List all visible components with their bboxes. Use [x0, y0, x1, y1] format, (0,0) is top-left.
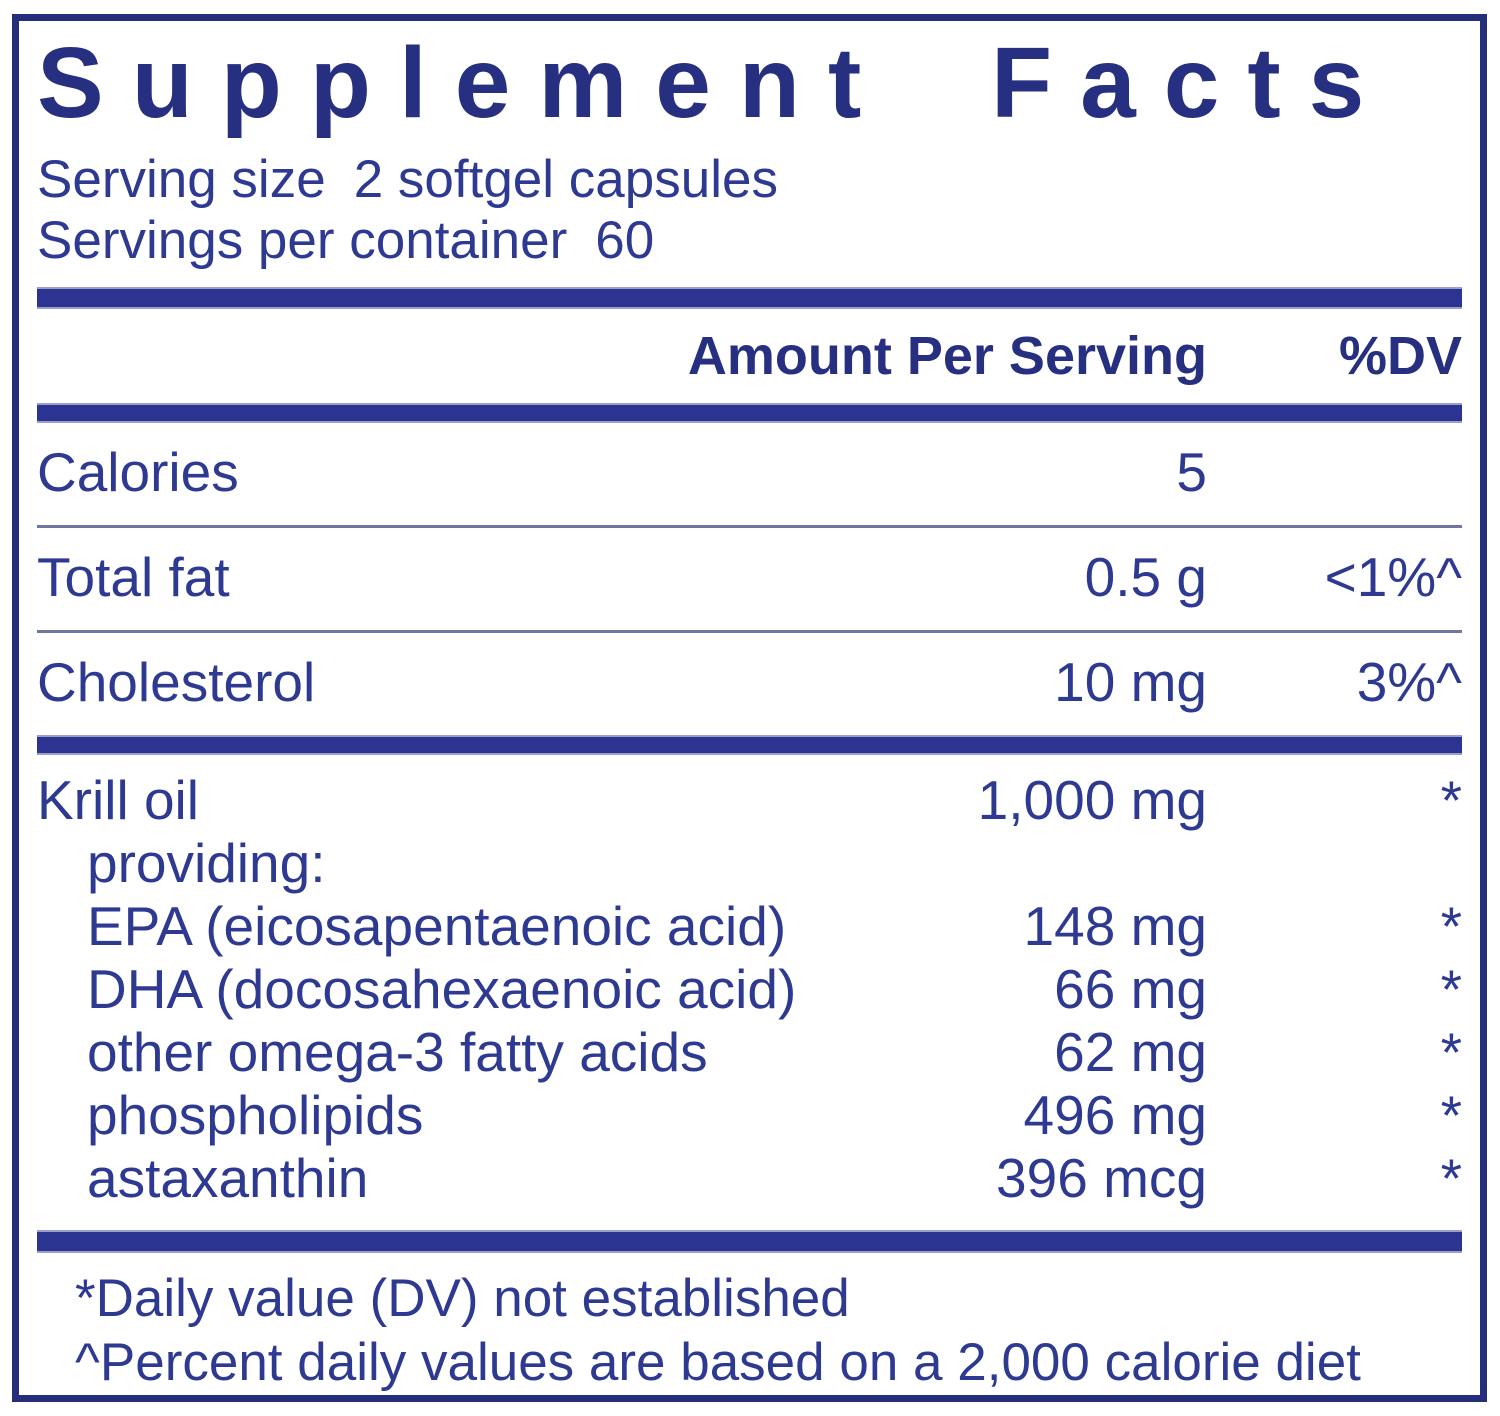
table-row-cholesterol: Cholesterol 10 mg 3%^ — [37, 630, 1462, 735]
row-name: phospholipids — [87, 1083, 424, 1146]
divider-bar-bottom — [37, 1229, 1462, 1253]
serving-size-line: Serving size 2 softgel capsules — [37, 149, 1462, 210]
table-row-krill-oil: Krill oil 1,000 mg * — [37, 769, 1462, 832]
row-dv: <1%^ — [1324, 546, 1462, 609]
row-name: providing: — [87, 831, 326, 894]
row-amount: 396 mcg — [996, 1146, 1207, 1209]
row-dv: * — [1440, 768, 1462, 831]
serving-info: Serving size 2 softgel capsules Servings … — [37, 149, 1462, 271]
krill-oil-section: Krill oil 1,000 mg * providing: EPA (eic… — [37, 755, 1462, 1210]
row-name: Krill oil — [37, 768, 199, 831]
row-amount: 0.5 g — [1084, 546, 1207, 609]
divider-bar-top — [37, 287, 1462, 309]
row-amount: 148 mg — [1023, 894, 1207, 957]
row-dv: * — [1440, 894, 1462, 957]
row-name: Cholesterol — [37, 651, 316, 714]
footnote-dv-not-established: *Daily value (DV) not established — [75, 1269, 850, 1328]
table-row-dha: DHA (docosahexaenoic acid) 66 mg * — [37, 958, 1462, 1021]
servings-per-container-label: Servings per container — [37, 211, 568, 270]
row-amount: 66 mg — [1054, 957, 1207, 1020]
panel-title: Supplement Facts — [37, 27, 1393, 139]
footnotes: *Daily value (DV) not established ^Perce… — [37, 1267, 1462, 1395]
row-amount: 62 mg — [1054, 1020, 1207, 1083]
row-amount: 1,000 mg — [977, 768, 1207, 831]
row-name: other omega-3 fatty acids — [87, 1020, 708, 1083]
row-name: Calories — [37, 441, 239, 504]
row-dv: * — [1440, 1146, 1462, 1209]
table-row-other-omega3: other omega-3 fatty acids 62 mg * — [37, 1021, 1462, 1084]
table-row-calories: Calories 5 — [37, 423, 1462, 525]
row-dv: * — [1440, 957, 1462, 1020]
servings-per-container-line: Servings per container 60 — [37, 210, 1462, 271]
table-row-astaxanthin: astaxanthin 396 mcg * — [37, 1147, 1462, 1210]
row-name: astaxanthin — [87, 1146, 369, 1209]
row-amount: 496 mg — [1023, 1083, 1207, 1146]
row-name: Total fat — [37, 546, 230, 609]
row-dv: * — [1440, 1020, 1462, 1083]
divider-bar-header — [37, 402, 1462, 424]
servings-per-container-value: 60 — [595, 211, 655, 270]
supplement-facts-panel: Supplement Facts Serving size 2 softgel c… — [12, 14, 1487, 1402]
serving-size-label: Serving size — [37, 150, 326, 209]
row-dv: 3%^ — [1356, 651, 1462, 714]
table-row-total-fat: Total fat 0.5 g <1%^ — [37, 525, 1462, 630]
row-dv: * — [1440, 1083, 1462, 1146]
serving-size-value: 2 softgel capsules — [353, 150, 778, 209]
column-header-row: Amount Per Serving %DV — [37, 309, 1462, 403]
column-header-dv: %DV — [1338, 325, 1462, 386]
column-header-amount: Amount Per Serving — [687, 325, 1207, 386]
table-row-phospholipids: phospholipids 496 mg * — [37, 1084, 1462, 1147]
table-row-epa: EPA (eicosapentaenoic acid) 148 mg * — [37, 895, 1462, 958]
divider-bar-middle — [37, 735, 1462, 755]
table-row-providing: providing: — [37, 832, 1462, 895]
row-amount: 10 mg — [1054, 651, 1207, 714]
row-name: EPA (eicosapentaenoic acid) — [87, 894, 787, 957]
row-name: DHA (docosahexaenoic acid) — [87, 957, 797, 1020]
row-amount: 5 — [1176, 441, 1207, 504]
footnote-percent-daily-values: ^Percent daily values are based on a 2,0… — [75, 1333, 1361, 1392]
